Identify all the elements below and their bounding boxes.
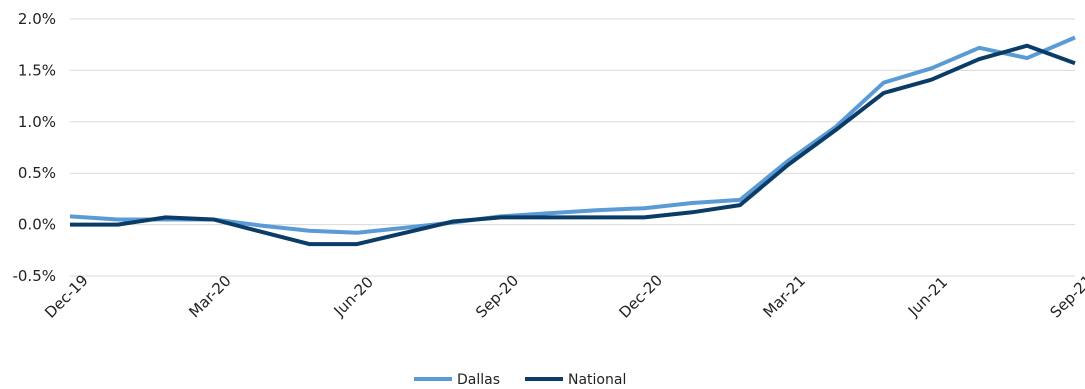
y-tick-label: 2.0% [18, 10, 56, 28]
y-tick-label: 1.0% [18, 113, 56, 131]
grid-lines [70, 18, 1075, 277]
x-tick-label: Sep-21 [1046, 271, 1085, 321]
series-lines [69, 35, 1076, 247]
x-tick-label: Sep-20 [472, 271, 522, 321]
series-line-national [70, 43, 1076, 247]
y-axis-ticks: -0.5% 0.0% 0.5% 1.0% 1.5% 2.0% [12, 10, 56, 285]
x-axis-ticks: Dec-19 Mar-20 Jun-20 Sep-20 Dec-20 Mar-21 Jun-… [41, 271, 1085, 322]
x-tick-label: Dec-20 [615, 271, 666, 322]
legend-label-national: National [568, 372, 626, 388]
legend-label-dallas: Dallas [457, 372, 500, 388]
x-tick-label: Mar-20 [185, 272, 234, 321]
y-tick-label: 0.5% [18, 164, 56, 182]
legend: Dallas National [414, 372, 626, 388]
series-line-dallas [69, 35, 1076, 235]
y-tick-label: 1.5% [18, 61, 56, 79]
x-tick-label: Jun-20 [330, 273, 377, 320]
y-tick-label: -0.5% [12, 267, 56, 285]
x-tick-label: Jun-21 [904, 273, 951, 320]
x-tick-label: Mar-21 [760, 272, 809, 321]
y-tick-label: 0.0% [18, 216, 56, 234]
